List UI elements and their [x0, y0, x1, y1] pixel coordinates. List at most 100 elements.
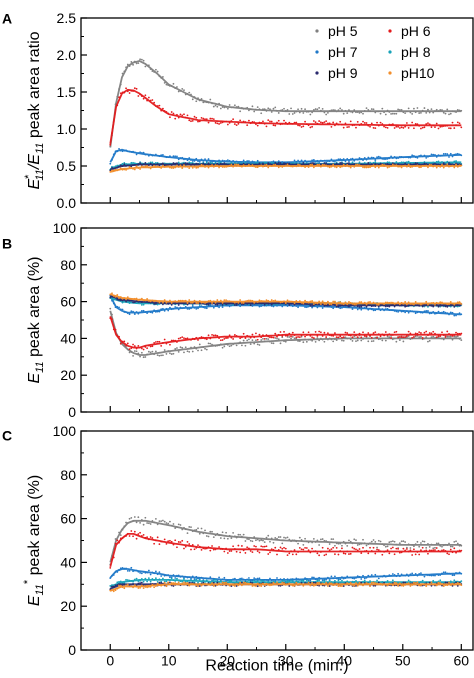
- data-point: [186, 540, 189, 543]
- data-point: [413, 581, 415, 584]
- data-point: [351, 340, 354, 342]
- data-point: [370, 336, 373, 339]
- data-point: [367, 162, 370, 164]
- data-point: [318, 120, 321, 122]
- y-tick-label: 1.5: [57, 84, 77, 100]
- data-point: [228, 104, 231, 106]
- legend-label: pH 7: [328, 44, 358, 60]
- data-point: [235, 550, 238, 553]
- data-point: [156, 536, 159, 539]
- data-point: [163, 538, 166, 541]
- data-point: [398, 335, 401, 338]
- data-point: [384, 113, 387, 116]
- data-point: [183, 581, 185, 584]
- data-point: [409, 547, 412, 549]
- data-point: [295, 581, 298, 584]
- data-point: [311, 163, 314, 166]
- data-point: [444, 112, 447, 115]
- data-point: [225, 337, 227, 339]
- data-point: [291, 584, 294, 587]
- data-point: [158, 520, 161, 523]
- data-point: [183, 164, 185, 167]
- data-point: [363, 122, 366, 124]
- data-point: [325, 113, 328, 116]
- data-point: [216, 581, 219, 584]
- data-point: [172, 112, 175, 115]
- data-point: [318, 584, 321, 587]
- data-point: [251, 585, 254, 587]
- data-point: [319, 303, 322, 306]
- data-point: [139, 168, 141, 170]
- data-point: [302, 341, 305, 344]
- data-point: [256, 343, 259, 346]
- data-point: [270, 111, 273, 113]
- data-point: [154, 68, 157, 71]
- data-point: [432, 111, 435, 114]
- data-point: [269, 577, 271, 580]
- data-point: [228, 550, 231, 552]
- data-point: [293, 337, 296, 340]
- data-point: [123, 340, 126, 343]
- data-point: [240, 581, 243, 584]
- data-point: [279, 536, 282, 538]
- data-point: [421, 579, 424, 582]
- data-point: [297, 108, 299, 111]
- data-point: [260, 339, 263, 341]
- data-point: [312, 120, 315, 122]
- data-point: [309, 581, 312, 584]
- data-point: [239, 551, 242, 554]
- data-point: [219, 339, 222, 342]
- data-point: [125, 578, 127, 581]
- data-point: [381, 163, 384, 166]
- data-point: [349, 166, 352, 169]
- data-point: [149, 573, 152, 576]
- data-point: [207, 334, 210, 337]
- series-ph10: [109, 292, 463, 306]
- data-point: [279, 331, 282, 333]
- data-point: [195, 528, 198, 531]
- plot-frame: [80, 227, 474, 413]
- data-point: [434, 303, 436, 306]
- data-point: [300, 548, 303, 551]
- data-point: [160, 520, 163, 523]
- data-point: [430, 332, 433, 335]
- data-point: [298, 336, 301, 339]
- data-point: [197, 585, 199, 588]
- y-tick-label: 100: [53, 423, 77, 439]
- data-point: [255, 585, 257, 587]
- data-point: [344, 552, 347, 555]
- data-point: [237, 533, 240, 536]
- data-point: [174, 348, 177, 350]
- data-point: [197, 339, 199, 341]
- data-point: [144, 94, 147, 97]
- data-point: [270, 336, 273, 339]
- data-point: [455, 335, 457, 338]
- data-point: [349, 120, 352, 123]
- data-point: [300, 107, 303, 110]
- data-point: [369, 300, 371, 303]
- trend-line: [109, 59, 462, 148]
- data-point: [312, 584, 315, 587]
- data-point: [198, 304, 201, 306]
- data-point: [332, 538, 335, 541]
- data-point: [379, 112, 382, 115]
- data-point: [256, 338, 259, 341]
- data-point: [335, 303, 338, 306]
- data-point: [314, 340, 317, 343]
- data-point: [142, 59, 145, 62]
- data-point: [149, 523, 152, 525]
- data-point: [304, 581, 306, 584]
- data-point: [414, 300, 417, 303]
- data-point: [235, 585, 238, 587]
- data-point: [453, 305, 456, 308]
- data-point: [395, 340, 398, 343]
- data-point: [119, 534, 122, 537]
- data-point: [444, 153, 447, 155]
- data-point: [169, 116, 171, 119]
- data-point: [211, 117, 213, 120]
- data-point: [212, 581, 215, 584]
- data-point: [383, 125, 385, 128]
- data-point: [139, 521, 141, 524]
- data-point: [144, 516, 147, 519]
- data-point: [128, 313, 131, 316]
